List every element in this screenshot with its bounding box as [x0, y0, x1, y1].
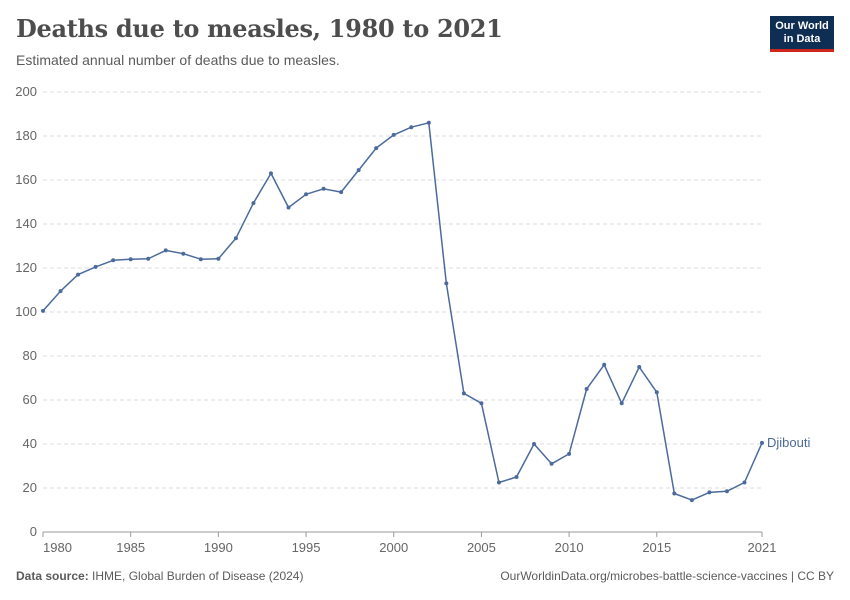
data-point: [532, 442, 537, 446]
data-point: [549, 461, 554, 466]
x-tick-label: 1990: [204, 540, 233, 555]
x-tick-label: 2010: [555, 540, 584, 555]
series-line-djibouti: [42, 122, 763, 501]
y-tick-label: 200: [15, 84, 37, 99]
data-point: [461, 391, 466, 396]
x-tick-label: 2015: [642, 540, 671, 555]
data-point: [198, 257, 203, 262]
data-point: [286, 205, 291, 210]
data-point: [479, 401, 484, 406]
data-point: [321, 186, 326, 191]
chart-title: Deaths due to measles, 1980 to 2021: [16, 14, 503, 43]
data-point: [58, 289, 63, 294]
x-tick-label: 1995: [292, 540, 321, 555]
y-tick-label: 180: [15, 128, 37, 143]
data-point: [304, 192, 309, 197]
data-point: [181, 251, 186, 256]
data-point: [619, 401, 624, 406]
data-point: [742, 480, 747, 485]
data-point: [146, 256, 151, 261]
data-point: [93, 264, 98, 269]
data-point: [216, 256, 221, 261]
data-point: [724, 489, 729, 494]
series-label: Djibouti: [767, 435, 810, 450]
y-tick-label: 160: [15, 172, 37, 187]
logo-line-2: in Data: [783, 33, 821, 45]
x-tick-label: 2021: [748, 540, 777, 555]
data-point: [602, 362, 607, 367]
data-point: [444, 281, 449, 286]
data-point: [760, 440, 764, 445]
data-point: [233, 236, 238, 241]
chart-subtitle: Estimated annual number of deaths due to…: [16, 52, 340, 68]
data-point: [654, 390, 659, 395]
data-point: [111, 258, 116, 263]
data-point: [584, 387, 589, 391]
data-point: [689, 498, 694, 503]
x-tick-label: 1980: [43, 540, 72, 555]
data-point: [567, 451, 572, 456]
x-tick-label: 2005: [467, 540, 496, 555]
data-point: [128, 257, 133, 262]
y-tick-label: 20: [23, 480, 37, 495]
data-point: [339, 190, 344, 195]
x-tick-label: 2000: [379, 540, 408, 555]
data-source-label: Data source:: [16, 569, 89, 583]
data-point: [356, 168, 361, 173]
y-tick-label: 120: [15, 260, 37, 275]
data-point: [496, 480, 501, 485]
data-point: [163, 248, 168, 253]
y-tick-label: 100: [15, 304, 37, 319]
y-tick-label: 40: [23, 436, 37, 451]
data-point: [672, 491, 677, 496]
data-point: [391, 132, 396, 137]
data-point: [76, 272, 81, 277]
owid-logo[interactable]: Our World in Data: [770, 16, 834, 52]
y-tick-label: 140: [15, 216, 37, 231]
data-point: [41, 308, 45, 313]
data-point: [514, 475, 519, 479]
data-source: Data source: IHME, Global Burden of Dise…: [16, 569, 303, 583]
data-point: [426, 120, 431, 125]
data-point: [374, 146, 379, 151]
y-tick-label: 0: [30, 524, 37, 539]
y-tick-label: 80: [23, 348, 37, 363]
logo-line-1: Our World: [775, 20, 829, 32]
y-tick-label: 60: [23, 392, 37, 407]
x-tick-label: 1985: [116, 540, 145, 555]
data-source-text: IHME, Global Burden of Disease (2024): [88, 569, 304, 583]
data-point: [268, 171, 273, 176]
data-point: [637, 365, 642, 369]
source-url[interactable]: OurWorldinData.org/microbes-battle-scien…: [500, 569, 834, 583]
data-point: [409, 125, 414, 130]
data-point: [251, 201, 256, 206]
data-point: [707, 490, 712, 495]
